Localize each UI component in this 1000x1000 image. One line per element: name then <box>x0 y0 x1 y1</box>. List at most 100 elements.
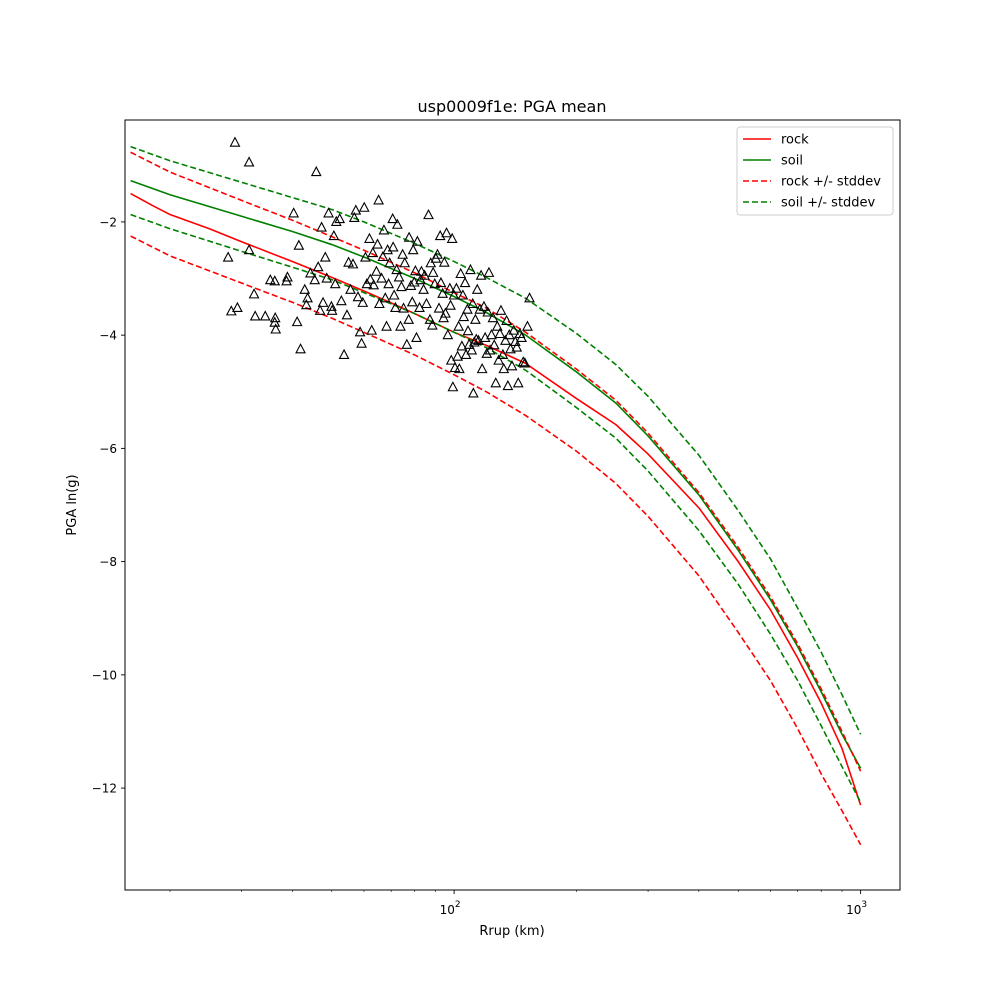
data-point <box>435 276 447 288</box>
data-point <box>484 344 496 355</box>
data-point <box>379 292 391 303</box>
data-point <box>524 292 535 303</box>
data-point <box>248 288 260 299</box>
data-point <box>397 248 409 259</box>
data-point <box>335 295 347 306</box>
x-axis-label: Rrup (km) <box>479 924 544 939</box>
data-point <box>453 320 465 331</box>
data-point <box>424 313 436 324</box>
data-point <box>399 257 411 268</box>
data-point <box>506 360 518 371</box>
data-point <box>407 244 419 255</box>
data-point <box>403 313 415 324</box>
chart-title: usp0009f1e: PGA mean <box>418 97 607 116</box>
data-point <box>465 263 476 275</box>
y-axis: −2 −4 −6 −8 −10 −12 <box>92 215 125 796</box>
series-line-2 <box>130 151 862 772</box>
data-point <box>416 265 427 276</box>
data-point <box>269 275 281 286</box>
data-point <box>459 276 471 288</box>
data-point <box>383 278 395 289</box>
data-point <box>486 328 497 340</box>
data-point <box>384 257 396 268</box>
data-point <box>350 204 362 215</box>
data-point <box>356 337 367 348</box>
data-point <box>511 341 523 352</box>
data-point <box>314 304 326 315</box>
data-point <box>364 232 375 243</box>
data-point <box>352 291 364 302</box>
data-point <box>282 271 293 282</box>
y-tick-label: −2 <box>99 215 117 229</box>
plot-frame <box>124 119 901 891</box>
data-point <box>505 343 516 354</box>
data-point <box>458 310 470 322</box>
data-point <box>391 218 403 229</box>
data-point <box>481 347 493 358</box>
legend-label: rock +/- stddev <box>781 175 881 190</box>
data-point <box>455 267 467 279</box>
data-point <box>502 379 514 391</box>
data-point <box>316 221 327 232</box>
data-point <box>427 266 439 277</box>
legend-label: soil +/- stddev <box>781 196 876 211</box>
data-point <box>522 320 533 331</box>
data-point <box>441 227 452 238</box>
data-point <box>452 350 464 361</box>
data-point <box>358 201 370 212</box>
series-line-5 <box>130 213 862 803</box>
data-point <box>377 250 389 262</box>
data-point <box>231 301 243 313</box>
data-point <box>411 331 422 343</box>
data-point <box>389 301 401 313</box>
data-point <box>304 267 316 278</box>
data-point <box>396 280 407 292</box>
data-point <box>403 231 415 242</box>
y-tick-label: −8 <box>99 555 117 569</box>
data-point <box>378 224 390 235</box>
data-point <box>374 297 385 309</box>
data-point <box>467 297 479 309</box>
data-point <box>475 269 487 280</box>
legend-label: soil <box>781 154 803 169</box>
data-point <box>512 377 524 388</box>
data-point <box>478 300 490 311</box>
data-point <box>387 212 399 224</box>
data-point <box>469 313 481 324</box>
data-point <box>259 310 271 321</box>
data-point <box>270 323 282 334</box>
data-point <box>437 287 449 298</box>
data-point <box>446 232 458 243</box>
data-point <box>312 261 324 272</box>
x-tick-exponent: 2 <box>455 900 461 910</box>
data-point <box>508 324 520 335</box>
data-point <box>398 302 409 313</box>
data-point <box>319 251 331 262</box>
data-point <box>490 377 502 388</box>
series-line-0 <box>130 192 862 806</box>
data-point <box>387 241 399 252</box>
data-point <box>357 296 369 307</box>
legend-box <box>736 126 894 216</box>
data-point <box>448 289 460 300</box>
data-point <box>222 251 234 262</box>
x-tick-label: 102 <box>440 900 461 917</box>
data-point <box>445 299 456 310</box>
data-point <box>411 235 423 246</box>
data-point <box>494 327 506 339</box>
data-point <box>432 248 443 259</box>
data-point <box>354 326 366 337</box>
x-axis: 102 103 <box>169 890 867 917</box>
x-tick-base: 10 <box>440 903 455 917</box>
data-point <box>364 273 376 284</box>
data-point <box>229 136 241 147</box>
data-point <box>269 311 281 323</box>
data-point <box>476 362 488 374</box>
data-point <box>300 298 312 310</box>
data-point <box>498 362 510 374</box>
y-tick-label: −6 <box>99 442 117 456</box>
data-point <box>367 246 379 258</box>
data-point <box>488 339 500 350</box>
data-point <box>405 279 417 290</box>
data-point <box>467 387 479 398</box>
